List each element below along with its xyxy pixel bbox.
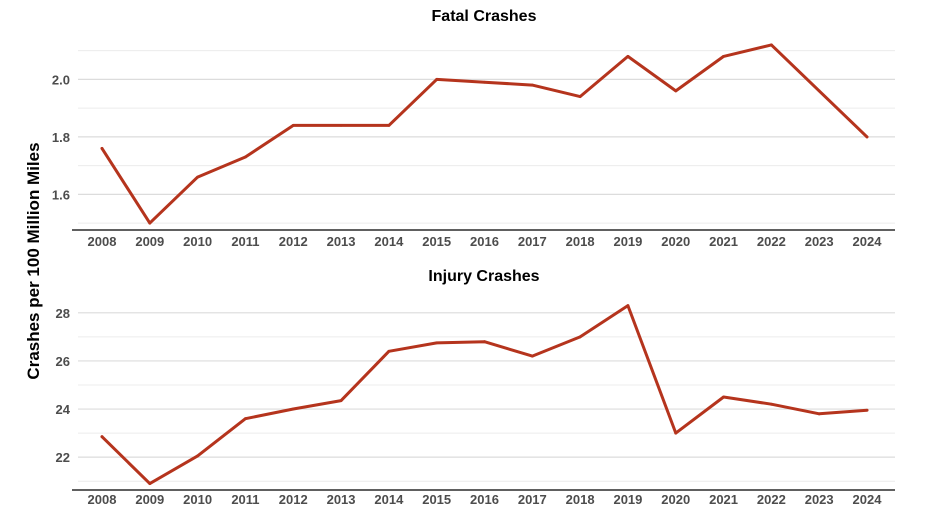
- injury-x-tick-label: 2021: [709, 492, 738, 507]
- injury-y-tick-label: 26: [56, 354, 70, 369]
- fatal-y-tick-label: 2.0: [52, 72, 70, 87]
- fatal-data-point: [865, 135, 869, 139]
- injury-data-point: [722, 395, 725, 399]
- fatal-title: Fatal Crashes: [432, 8, 537, 25]
- fatal-data-point: [100, 146, 104, 150]
- fatal-series-line: [100, 43, 869, 225]
- injury-y-tick-label: 22: [56, 450, 70, 465]
- fatal-x-tick-label: 2023: [805, 234, 834, 249]
- fatal-data-point: [291, 123, 295, 127]
- fatal-x-tick-label: 2013: [327, 234, 356, 249]
- injury-x-tick-label: 2022: [757, 492, 786, 507]
- fatal-y-tick-label: 1.8: [52, 130, 70, 145]
- injury-x-tick-label: 2009: [135, 492, 164, 507]
- fatal-panel: Fatal Crashes 1.6 1.8 2.0 2008 2009 2010 2011 20…: [52, 8, 895, 249]
- injury-y-tick-label: 28: [56, 306, 70, 321]
- injury-x-tick-label: 2018: [566, 492, 595, 507]
- injury-data-point: [100, 435, 104, 439]
- injury-x-tick-label: 2017: [518, 492, 547, 507]
- injury-data-point: [196, 454, 200, 458]
- fatal-x-tick-label: 2021: [709, 234, 738, 249]
- injury-data-point: [339, 399, 343, 403]
- injury-data-point: [674, 431, 678, 435]
- fatal-data-point: [483, 80, 486, 84]
- fatal-x-tick-label: 2019: [613, 234, 642, 249]
- fatal-x-tick-label: 2024: [853, 234, 883, 249]
- fatal-data-point: [530, 83, 534, 87]
- injury-x-tick-label: 2024: [853, 492, 883, 507]
- injury-x-tick-label: 2008: [88, 492, 117, 507]
- injury-data-point: [435, 341, 439, 345]
- injury-data-point: [291, 407, 295, 411]
- fatal-data-point: [626, 54, 630, 58]
- fatal-data-point: [769, 43, 773, 47]
- injury-data-point: [769, 402, 773, 406]
- fatal-x-tick-label: 2014: [374, 234, 404, 249]
- fatal-x-tick-label: 2022: [757, 234, 786, 249]
- injury-data-point: [387, 349, 391, 353]
- fatal-x-tick-label: 2015: [422, 234, 451, 249]
- fatal-data-point: [674, 89, 678, 93]
- fatal-x-tick-label: 2012: [279, 234, 308, 249]
- fatal-data-point: [435, 77, 439, 81]
- fatal-x-tick-label: 2016: [470, 234, 499, 249]
- injury-x-tick-label: 2019: [613, 492, 642, 507]
- fatal-data-point: [148, 221, 152, 225]
- injury-x-tick-label: 2023: [805, 492, 834, 507]
- injury-x-tick-label: 2011: [231, 492, 259, 507]
- injury-panel: Injury Crashes 22 24 26 28 2008 2009 2010 2011 20…: [56, 268, 895, 507]
- injury-x-tick-label: 2013: [327, 492, 356, 507]
- fatal-x-tick-label: 2018: [566, 234, 595, 249]
- injury-data-point: [578, 335, 582, 339]
- injury-data-point: [817, 412, 821, 416]
- chart-panels: Fatal Crashes 1.6 1.8 2.0 2008 2009 2010 2011 20…: [52, 8, 895, 507]
- fatal-data-point: [244, 155, 247, 159]
- injury-x-tick-label: 2010: [183, 492, 212, 507]
- injury-x-tick-label: 2016: [470, 492, 499, 507]
- fatal-data-point: [817, 89, 821, 93]
- fatal-x-tick-label: 2008: [88, 234, 117, 249]
- fatal-data-point: [339, 123, 343, 127]
- fatal-x-tick-label: 2020: [661, 234, 690, 249]
- fatal-x-tick-label: 2009: [135, 234, 164, 249]
- fatal-x-tick-label: 2010: [183, 234, 212, 249]
- fatal-data-point: [387, 123, 391, 127]
- injury-data-point: [483, 340, 486, 344]
- injury-data-point: [626, 304, 630, 308]
- fatal-data-point: [578, 95, 582, 99]
- injury-title: Injury Crashes: [428, 268, 539, 285]
- injury-data-point: [244, 417, 247, 421]
- injury-data-point: [530, 354, 534, 358]
- injury-y-tick-label: 24: [56, 402, 71, 417]
- fatal-x-tick-label: 2011: [231, 234, 259, 249]
- injury-data-point: [865, 408, 869, 412]
- injury-x-tick-label: 2012: [279, 492, 308, 507]
- fatal-x-tick-label: 2017: [518, 234, 547, 249]
- injury-data-point: [148, 482, 152, 485]
- injury-x-tick-label: 2015: [422, 492, 451, 507]
- injury-x-tick-label: 2020: [661, 492, 690, 507]
- fatal-data-point: [722, 54, 725, 58]
- fatal-data-point: [196, 175, 200, 179]
- injury-x-tick-label: 2014: [374, 492, 404, 507]
- fatal-y-tick-label: 1.6: [52, 187, 70, 202]
- y-axis-label: Crashes per 100 Million Miles: [24, 142, 43, 379]
